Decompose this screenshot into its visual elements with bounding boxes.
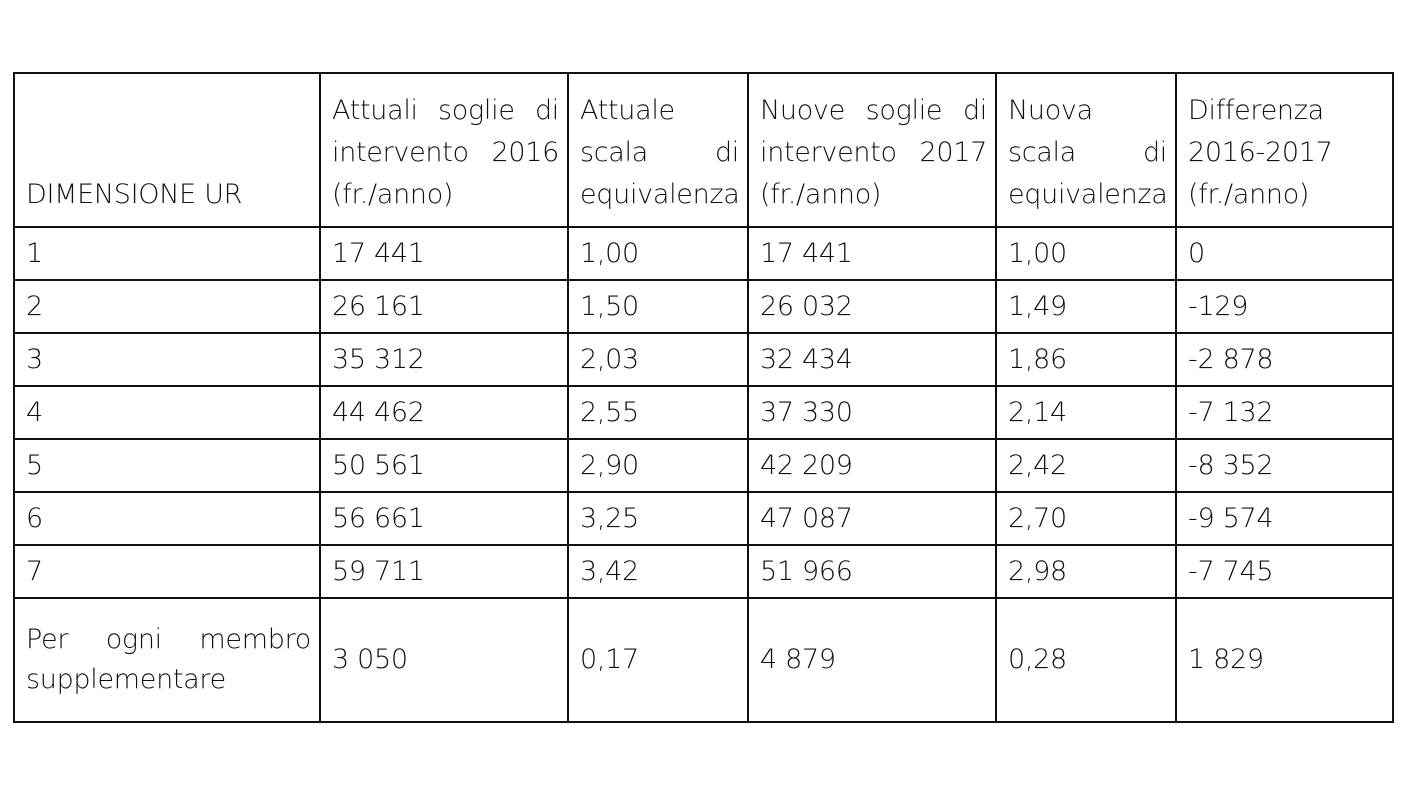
cell-differenza: -8 352 <box>1175 438 1394 493</box>
cell-nuove-soglie: 17 441 <box>747 226 997 281</box>
table-row-per-membro: Per ogni membro supplementare 3 050 0,17… <box>13 597 1394 723</box>
cell-nuove-soglie: 51 966 <box>747 544 997 599</box>
header-differenza: Differenza 2016-2017 (fr./anno) <box>1175 72 1394 228</box>
cell-attuale-scala: 1,00 <box>567 226 749 281</box>
table-row: 3 35 312 2,03 32 434 1,86 -2 878 <box>13 332 1394 387</box>
cell-differenza: -2 878 <box>1175 332 1394 387</box>
cell-differenza: -129 <box>1175 279 1394 334</box>
cell-nuova-scala: 2,14 <box>995 385 1177 440</box>
cell-differenza: -9 574 <box>1175 491 1394 546</box>
cell-nuove-soglie: 26 032 <box>747 279 997 334</box>
header-nuove-soglie: Nuove soglie di intervento 2017 (fr./ann… <box>747 72 997 228</box>
cell-attuale-scala: 0,17 <box>567 597 749 723</box>
cell-nuova-scala: 1,86 <box>995 332 1177 387</box>
table-row: 5 50 561 2,90 42 209 2,42 -8 352 <box>13 438 1394 493</box>
cell-attuali-soglie: 56 661 <box>319 491 569 546</box>
cell-attuali-soglie: 44 462 <box>319 385 569 440</box>
cell-attuali-soglie: 3 050 <box>319 597 569 723</box>
table-row: 2 26 161 1,50 26 032 1,49 -129 <box>13 279 1394 334</box>
table-row: 6 56 661 3,25 47 087 2,70 -9 574 <box>13 491 1394 546</box>
cell-attuale-scala: 2,55 <box>567 385 749 440</box>
cell-nuove-soglie: 4 879 <box>747 597 997 723</box>
cell-attuale-scala: 1,50 <box>567 279 749 334</box>
cell-attuali-soglie: 59 711 <box>319 544 569 599</box>
cell-attuale-scala: 3,42 <box>567 544 749 599</box>
cell-dimensione: 3 <box>13 332 321 387</box>
table-row: 4 44 462 2,55 37 330 2,14 -7 132 <box>13 385 1394 440</box>
cell-attuale-scala: 3,25 <box>567 491 749 546</box>
cell-dimensione: 5 <box>13 438 321 493</box>
header-dimensione-ur: DIMENSIONE UR <box>13 72 321 228</box>
cell-nuove-soglie: 37 330 <box>747 385 997 440</box>
cell-nuova-scala: 2,98 <box>995 544 1177 599</box>
cell-dimensione: Per ogni membro supplementare <box>13 597 321 723</box>
cell-dimensione: 1 <box>13 226 321 281</box>
cell-nuova-scala: 1,49 <box>995 279 1177 334</box>
cell-nuova-scala: 0,28 <box>995 597 1177 723</box>
cell-attuali-soglie: 50 561 <box>319 438 569 493</box>
cell-attuali-soglie: 17 441 <box>319 226 569 281</box>
cell-differenza: 0 <box>1175 226 1394 281</box>
cell-nuova-scala: 2,70 <box>995 491 1177 546</box>
thresholds-table: DIMENSIONE UR Attuali soglie di interven… <box>13 72 1394 723</box>
header-nuova-scala: Nuova scala di equivalenza <box>995 72 1177 228</box>
cell-differenza: 1 829 <box>1175 597 1394 723</box>
cell-dimensione: 6 <box>13 491 321 546</box>
cell-differenza: -7 745 <box>1175 544 1394 599</box>
table-row: 7 59 711 3,42 51 966 2,98 -7 745 <box>13 544 1394 599</box>
header-row: DIMENSIONE UR Attuali soglie di interven… <box>13 72 1394 228</box>
header-attuali-soglie: Attuali soglie di intervento 2016 (fr./a… <box>319 72 569 228</box>
cell-dimensione: 4 <box>13 385 321 440</box>
cell-nuova-scala: 1,00 <box>995 226 1177 281</box>
header-attuale-scala: Attuale scala di equivalenza <box>567 72 749 228</box>
cell-attuale-scala: 2,90 <box>567 438 749 493</box>
cell-nuove-soglie: 47 087 <box>747 491 997 546</box>
cell-attuali-soglie: 35 312 <box>319 332 569 387</box>
cell-nuove-soglie: 32 434 <box>747 332 997 387</box>
cell-dimensione: 7 <box>13 544 321 599</box>
table-row: 1 17 441 1,00 17 441 1,00 0 <box>13 226 1394 281</box>
cell-dimensione: 2 <box>13 279 321 334</box>
cell-attuale-scala: 2,03 <box>567 332 749 387</box>
cell-attuali-soglie: 26 161 <box>319 279 569 334</box>
cell-nuova-scala: 2,42 <box>995 438 1177 493</box>
cell-nuove-soglie: 42 209 <box>747 438 997 493</box>
cell-differenza: -7 132 <box>1175 385 1394 440</box>
